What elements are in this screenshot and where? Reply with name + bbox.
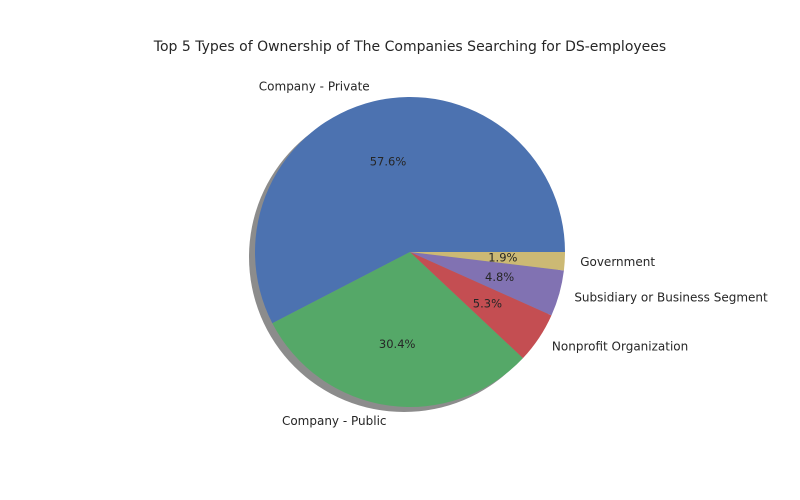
label-subsidiary-or-business-segment: Subsidiary or Business Segment [574,291,768,305]
slice-nonprofit-organization [410,252,552,359]
pct-label-nonprofit-organization: 5.3% [473,297,502,311]
slice-company-public [272,252,523,407]
label-nonprofit-organization: Nonprofit Organization [552,340,688,354]
slice-government [410,252,565,271]
label-company-public: Company - Public [282,414,387,428]
chart-title: Top 5 Types of Ownership of The Companie… [153,39,666,55]
pct-label-government: 1.9% [488,251,517,265]
pct-label-subsidiary-or-business-segment: 4.8% [485,270,514,284]
slice-subsidiary-or-business-segment [410,252,564,316]
slice-company-private [254,96,566,324]
pct-label-company-private: 57.6% [370,155,407,169]
pct-label-company-public: 30.4% [379,337,416,351]
slice-labels: Company - Private 57.6% Company - Public 30… [259,79,768,428]
label-government: Government [580,255,655,269]
label-company-private: Company - Private [259,79,370,93]
pie-slices [254,96,566,407]
